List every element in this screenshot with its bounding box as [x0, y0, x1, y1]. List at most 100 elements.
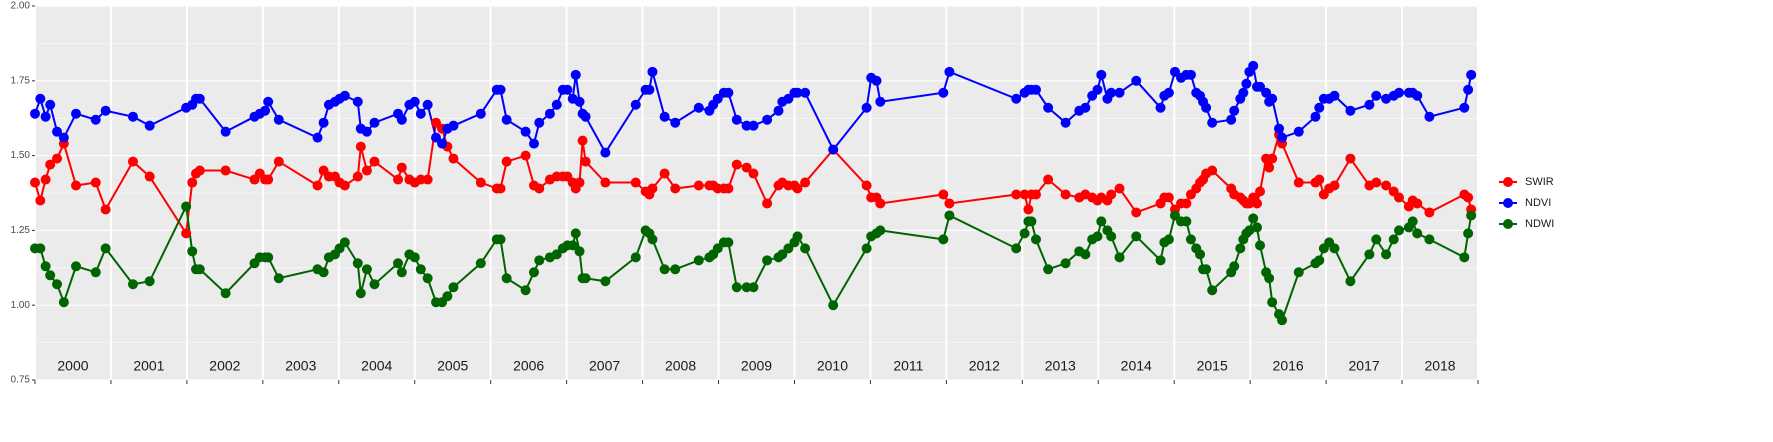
data-point	[1371, 234, 1382, 245]
year-label: 2006	[513, 358, 544, 374]
data-point	[355, 141, 366, 152]
data-point	[1345, 276, 1356, 287]
data-point	[1226, 114, 1237, 125]
data-point	[448, 282, 459, 293]
legend-key-point	[1503, 177, 1513, 187]
data-point	[475, 108, 486, 119]
data-point	[415, 264, 426, 275]
y-tick-label: 1.50	[11, 150, 31, 161]
data-point	[1229, 105, 1240, 116]
data-point	[396, 162, 407, 173]
data-point	[574, 246, 585, 257]
data-point	[1394, 192, 1405, 203]
data-point	[647, 183, 658, 194]
data-point	[647, 66, 658, 77]
data-point	[339, 237, 350, 248]
data-point	[220, 288, 231, 299]
data-point	[58, 297, 69, 308]
data-point	[448, 153, 459, 164]
data-point	[1195, 249, 1206, 260]
data-point	[1235, 243, 1246, 254]
data-point	[1345, 153, 1356, 164]
data-point	[1207, 165, 1218, 176]
data-point	[748, 282, 759, 293]
year-label: 2014	[1121, 358, 1152, 374]
data-point	[670, 183, 681, 194]
data-point	[773, 105, 784, 116]
data-point	[741, 120, 752, 131]
data-point	[30, 108, 40, 119]
data-point	[1163, 87, 1174, 98]
data-point	[1329, 180, 1340, 191]
year-label: 2008	[665, 358, 696, 374]
y-tick-label: 1.00	[11, 300, 31, 311]
data-point	[693, 102, 704, 113]
data-point	[875, 198, 886, 209]
data-point	[71, 108, 82, 119]
data-point	[647, 234, 658, 245]
data-point	[520, 126, 531, 137]
data-point	[562, 84, 573, 95]
axes: 0.75 1.00 1.25 1.50 1.75 2.00 2000 2001 2002 2003…	[11, 1, 1479, 386]
data-point	[1060, 258, 1071, 269]
data-point	[1463, 192, 1474, 203]
data-point	[396, 267, 407, 278]
data-point	[448, 120, 459, 131]
data-point	[355, 288, 366, 299]
data-point	[1131, 207, 1142, 218]
data-point	[58, 132, 69, 143]
data-point	[475, 177, 486, 188]
data-point	[600, 177, 611, 188]
data-point	[1371, 177, 1382, 188]
data-point	[1251, 222, 1262, 233]
data-point	[409, 96, 420, 107]
data-point	[45, 270, 56, 281]
data-point	[1185, 69, 1196, 80]
data-point	[875, 225, 886, 236]
data-point	[600, 147, 611, 158]
data-point	[369, 117, 380, 128]
data-point	[1310, 111, 1321, 122]
data-point	[393, 174, 404, 185]
data-point	[1080, 102, 1091, 113]
data-point	[352, 258, 363, 269]
legend-label: NDVI	[1525, 197, 1551, 209]
data-point	[1229, 261, 1240, 272]
year-label: 2016	[1273, 358, 1304, 374]
data-point	[723, 237, 734, 248]
data-point	[1459, 252, 1470, 263]
data-point	[723, 183, 734, 194]
data-point	[1019, 228, 1030, 239]
data-point	[792, 231, 803, 242]
legend-key-point	[1503, 198, 1513, 208]
data-point	[1251, 198, 1262, 209]
data-point	[495, 84, 506, 95]
data-point	[1345, 105, 1356, 116]
data-point	[1241, 78, 1252, 89]
data-point	[127, 279, 138, 290]
data-point	[644, 84, 655, 95]
data-point	[30, 177, 40, 188]
data-point	[45, 159, 56, 170]
data-point	[127, 111, 138, 122]
data-point	[1412, 228, 1423, 239]
data-point	[442, 291, 453, 302]
data-point	[1201, 264, 1212, 275]
data-point	[762, 198, 773, 209]
data-point	[871, 75, 882, 86]
data-point	[1267, 93, 1278, 104]
data-point	[181, 201, 192, 212]
data-point	[1412, 90, 1423, 101]
data-point	[1030, 189, 1041, 200]
data-point	[1466, 69, 1477, 80]
data-point	[944, 210, 955, 221]
data-point	[944, 66, 955, 77]
data-point	[1011, 93, 1022, 104]
data-point	[1163, 192, 1174, 203]
data-point	[1371, 90, 1382, 101]
y-tick-label: 0.75	[11, 375, 31, 386]
data-point	[534, 117, 545, 128]
data-point	[1267, 153, 1278, 164]
year-label: 2004	[361, 358, 392, 374]
data-point	[528, 138, 539, 149]
